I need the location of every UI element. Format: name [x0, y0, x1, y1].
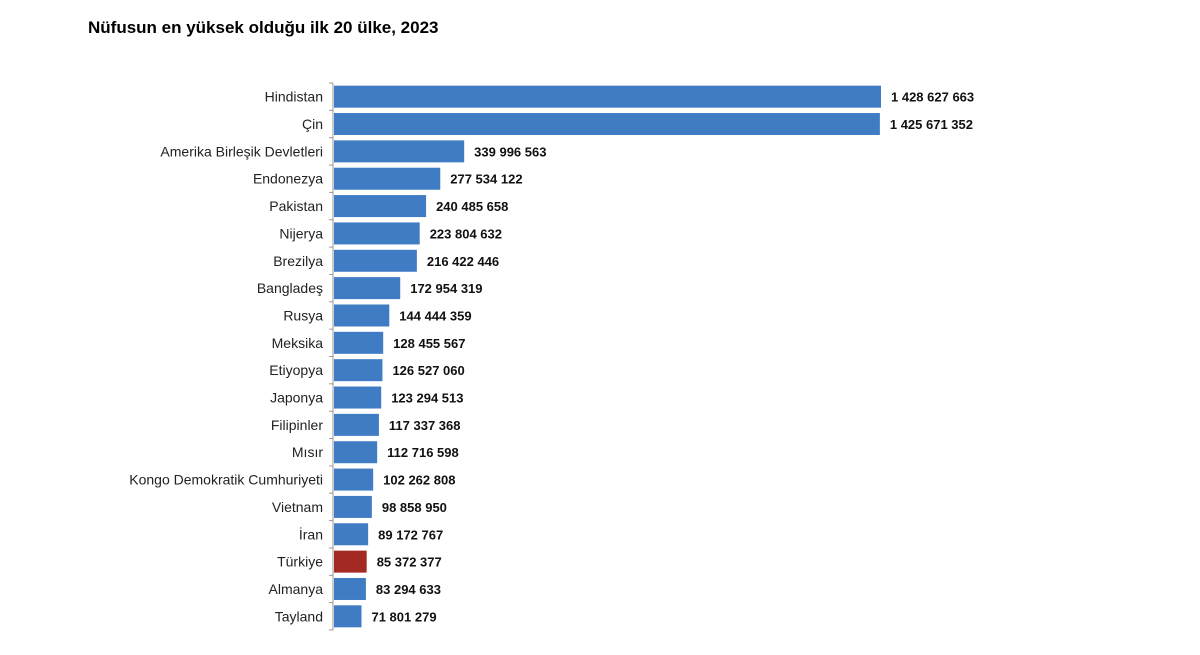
- bar: [334, 167, 441, 190]
- category-label: Brezilya: [273, 253, 323, 269]
- category-label: Japonya: [270, 390, 323, 406]
- bar: [334, 277, 401, 300]
- bar: [334, 249, 417, 272]
- value-label: 126 527 060: [392, 363, 464, 378]
- value-label: 339 996 563: [474, 144, 546, 159]
- bar: [334, 85, 881, 108]
- value-label: 128 455 567: [393, 336, 465, 351]
- bar: [334, 304, 390, 327]
- value-label: 83 294 633: [376, 582, 441, 597]
- value-label: 71 801 279: [371, 609, 436, 624]
- category-label: Endonezya: [253, 171, 323, 187]
- value-label: 98 858 950: [382, 500, 447, 515]
- bar: [334, 550, 367, 573]
- bar: [334, 113, 880, 136]
- category-label: Filipinler: [271, 417, 323, 433]
- value-label: 240 485 658: [436, 199, 508, 214]
- value-label: 85 372 377: [377, 555, 442, 570]
- value-label: 223 804 632: [430, 226, 502, 241]
- value-label: 89 172 767: [378, 527, 443, 542]
- value-label: 216 422 446: [427, 254, 499, 269]
- value-label: 117 337 368: [389, 418, 461, 433]
- value-label: 172 954 319: [410, 281, 482, 296]
- value-label: 102 262 808: [383, 473, 455, 488]
- value-label: 1 425 671 352: [890, 117, 973, 132]
- bar: [334, 331, 384, 354]
- bar: [334, 386, 382, 409]
- bar: [334, 359, 383, 382]
- bar: [334, 222, 420, 245]
- value-label: 277 534 122: [450, 172, 522, 187]
- category-label: Almanya: [269, 581, 324, 597]
- category-label: Meksika: [272, 335, 324, 351]
- category-label: Amerika Birleşik Devletleri: [160, 143, 323, 159]
- category-label: Vietnam: [272, 499, 323, 515]
- bar: [334, 468, 374, 491]
- category-label: Türkiye: [277, 554, 323, 570]
- bar: [334, 577, 366, 600]
- chart-title: Nüfusun en yüksek olduğu ilk 20 ülke, 20…: [88, 18, 439, 37]
- category-label: Pakistan: [269, 198, 323, 214]
- category-label: Nijerya: [279, 225, 323, 241]
- bar: [334, 441, 378, 464]
- category-label: Etiyopya: [269, 362, 323, 378]
- value-label: 1 428 627 663: [891, 90, 974, 105]
- category-label: Rusya: [283, 307, 323, 323]
- bar: [334, 195, 427, 218]
- category-label: Mısır: [292, 444, 323, 460]
- category-label: Kongo Demokratik Cumhuriyeti: [129, 472, 323, 488]
- category-label: Tayland: [275, 608, 323, 624]
- category-label: İran: [299, 525, 323, 542]
- value-label: 112 716 598: [387, 445, 459, 460]
- category-label: Hindistan: [265, 89, 323, 105]
- bar: [334, 140, 465, 163]
- category-label: Bangladeş: [257, 280, 323, 296]
- bar: [334, 413, 379, 436]
- value-label: 123 294 513: [391, 391, 463, 406]
- bar: [334, 523, 369, 546]
- category-label: Çin: [302, 116, 323, 132]
- bar: [334, 495, 372, 518]
- bar: [334, 605, 362, 628]
- value-label: 144 444 359: [399, 308, 471, 323]
